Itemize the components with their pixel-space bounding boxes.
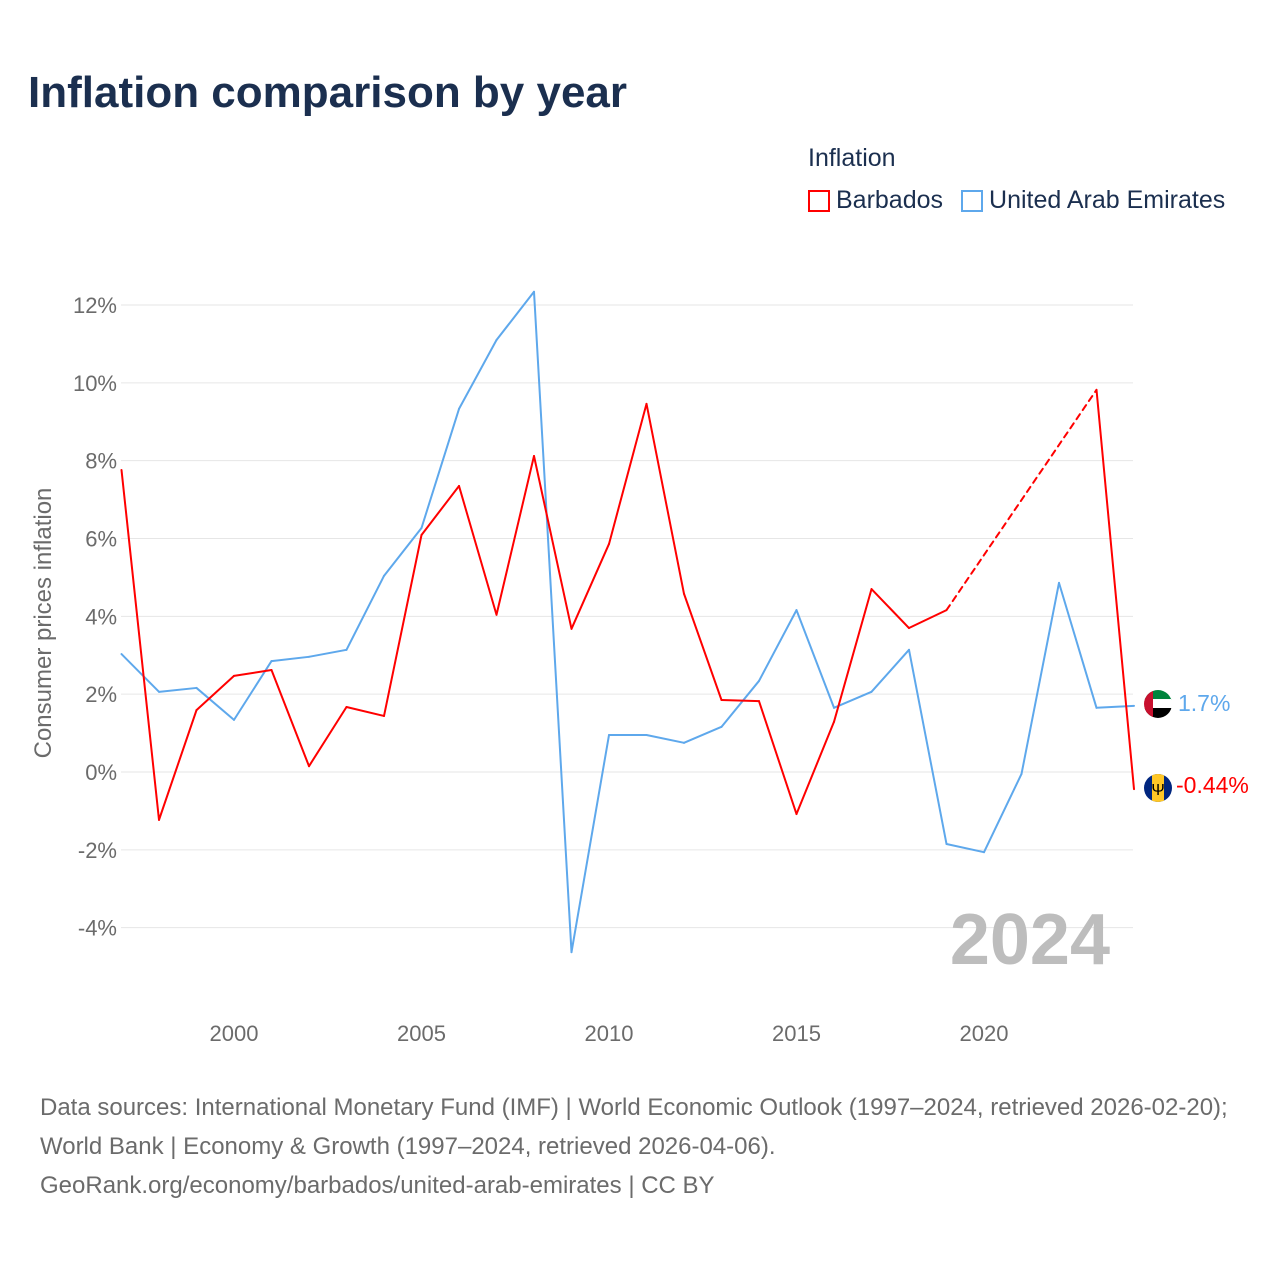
series-segment-barbados (795, 720, 835, 816)
legend-label: Barbados (836, 186, 944, 214)
series-segment-united-arab-emirates (308, 648, 348, 658)
series-segment-united-arab-emirates (270, 655, 310, 663)
y-tick-label: 8% (85, 449, 117, 474)
y-tick-label: 0% (85, 760, 117, 785)
x-tick-label: 2000 (210, 1021, 259, 1046)
legend-swatch-barbados (808, 189, 830, 212)
series-segment-united-arab-emirates (1058, 581, 1098, 709)
series-segment-barbados (120, 469, 160, 821)
y-tick-label: 6% (85, 527, 117, 552)
barbados-flag-icon: Ψ (1144, 774, 1172, 802)
chart-title: Inflation comparison by year (28, 68, 628, 117)
legend-item-uae[interactable]: United Arab Emirates (961, 186, 1225, 215)
series-segment-united-arab-emirates (683, 725, 723, 744)
series-segment-united-arab-emirates (645, 734, 685, 744)
series-segment-barbados (683, 592, 723, 702)
series-segment-barbados (308, 706, 348, 768)
legend: Barbados United Arab Emirates (808, 186, 1225, 215)
series-segment-united-arab-emirates (983, 772, 1023, 854)
source-link[interactable]: GeoRank.org/economy/barbados/united-arab… (40, 1172, 715, 1199)
y-axis-label: Consumer prices inflation (30, 488, 57, 759)
series-segment-barbados (233, 669, 273, 677)
series-segment-barbados (945, 388, 1098, 612)
legend-title: Inflation (808, 144, 896, 172)
series-segment-united-arab-emirates (158, 686, 198, 693)
series-segment-barbados (270, 669, 310, 768)
y-tick-label: 12% (73, 293, 117, 318)
svg-text:Ψ: Ψ (1151, 782, 1164, 799)
y-tick-label: 4% (85, 604, 117, 629)
sources-text: Data sources: International Monetary Fun… (40, 1094, 1228, 1160)
y-tick-label: -2% (78, 838, 117, 863)
series-segment-united-arab-emirates (495, 290, 535, 342)
series-segment-united-arab-emirates (1020, 581, 1060, 775)
data-sources: Data sources: International Monetary Fun… (40, 1088, 1250, 1205)
series-segment-united-arab-emirates (458, 339, 498, 410)
legend-label: United Arab Emirates (989, 186, 1226, 214)
series-segment-united-arab-emirates (908, 648, 948, 845)
series-segment-barbados (758, 700, 798, 816)
year-watermark: 2024 (950, 900, 1110, 980)
series-segment-barbados (833, 588, 873, 723)
y-tick-label: 2% (85, 682, 117, 707)
series-segment-united-arab-emirates (833, 690, 873, 709)
series-segment-united-arab-emirates (570, 734, 610, 954)
series-segment-barbados (345, 706, 385, 717)
x-tick-label: 2015 (772, 1021, 821, 1046)
series-segment-united-arab-emirates (420, 407, 460, 529)
series-segment-barbados (608, 402, 648, 545)
legend-item-barbados[interactable]: Barbados (808, 186, 943, 215)
series-segment-united-arab-emirates (1095, 704, 1135, 709)
series-segment-barbados (645, 402, 685, 595)
uae-flag-icon (1144, 690, 1172, 718)
series-segment-barbados (195, 674, 235, 712)
series-segment-barbados (870, 588, 910, 630)
barbados-end-label: -0.44% (1176, 772, 1249, 798)
y-tick-label: 10% (73, 371, 117, 396)
series-segment-united-arab-emirates (720, 679, 760, 728)
x-tick-label: 2020 (960, 1021, 1009, 1046)
series-segment-united-arab-emirates (120, 653, 160, 693)
series-segment-united-arab-emirates (945, 842, 985, 854)
series-segment-barbados (495, 454, 535, 616)
series-segment-barbados (420, 484, 460, 536)
series-segment-barbados (908, 609, 948, 630)
series-segment-barbados (533, 454, 573, 630)
series-segment-united-arab-emirates (195, 686, 235, 721)
y-tick-label: -4% (78, 916, 117, 941)
series-segment-barbados (720, 699, 760, 703)
series-segment-barbados (1095, 388, 1135, 791)
line-chart: -4% -2% 0% 2% 4% 6% 8% 10% 12% 2000 2005 2010 2015 20… (30, 290, 1249, 1046)
series-segment-barbados (383, 533, 423, 717)
series-segment-united-arab-emirates (345, 574, 385, 651)
series-segment-united-arab-emirates (533, 290, 573, 954)
x-tick-label: 2010 (585, 1021, 634, 1046)
series-segment-united-arab-emirates (870, 648, 910, 693)
uae-end-label: 1.7% (1178, 690, 1230, 716)
series-segment-united-arab-emirates (795, 609, 835, 709)
x-tick-label: 2005 (397, 1021, 446, 1046)
series-segment-barbados (158, 709, 198, 821)
legend-swatch-uae (961, 189, 984, 212)
series-segment-united-arab-emirates (758, 609, 798, 682)
series-segment-barbados (458, 484, 498, 616)
series-segment-united-arab-emirates (383, 526, 423, 577)
series-segment-barbados (570, 542, 610, 630)
